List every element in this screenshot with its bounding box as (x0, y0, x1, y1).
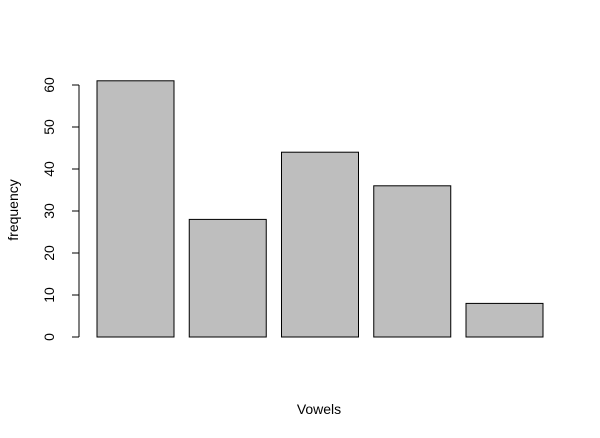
y-axis-title: frequency (5, 179, 21, 240)
bars-group (96, 80, 544, 338)
y-tick-label: 20 (41, 245, 57, 261)
bar-2 (188, 218, 267, 338)
bar-4 (373, 185, 452, 338)
y-tick-label: 60 (41, 77, 57, 93)
y-axis: 0 10 20 30 40 50 60 (41, 77, 80, 341)
y-tick-label: 30 (41, 203, 57, 219)
x-axis-title: Vowels (297, 401, 341, 417)
bar-5 (465, 302, 544, 338)
bar-1 (96, 80, 175, 338)
y-tick-label: 0 (41, 333, 57, 341)
bar-3 (281, 151, 359, 338)
y-tick-label: 50 (41, 119, 57, 135)
y-tick-label: 40 (41, 161, 57, 177)
y-tick-label: 10 (41, 287, 57, 303)
